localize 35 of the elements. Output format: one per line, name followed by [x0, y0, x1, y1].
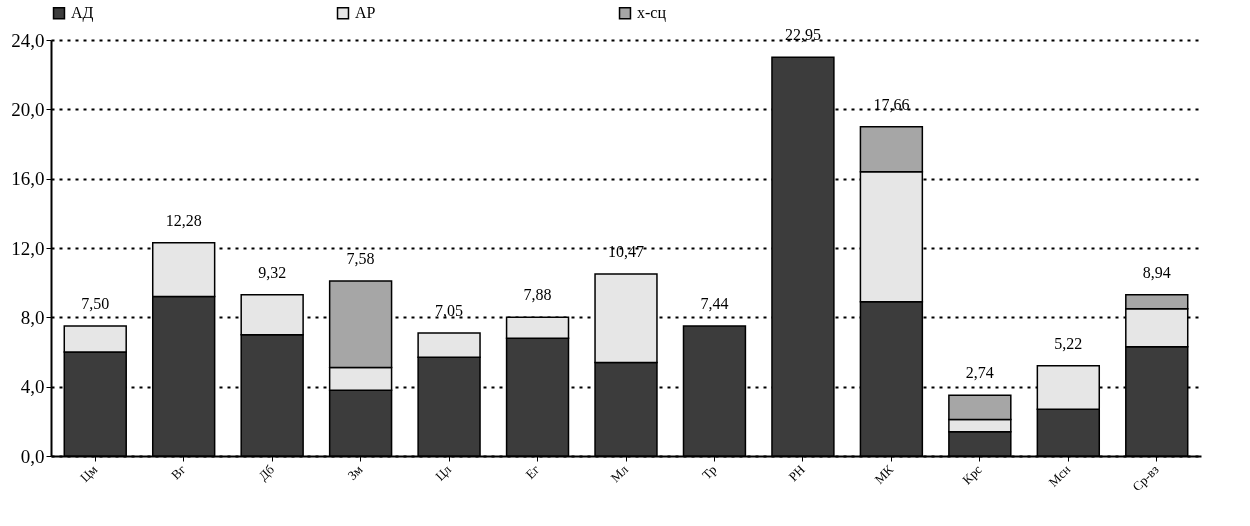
y-tick-label: 16,0 — [11, 168, 45, 190]
x-tick-label: Ег — [522, 461, 543, 482]
annotation: 12,28 — [165, 211, 202, 229]
x-tick-label: Вг — [168, 461, 189, 483]
annotation: 7,44 — [700, 295, 729, 312]
annotation: 5,22 — [1054, 334, 1083, 352]
x-tick-label: Цм — [77, 461, 101, 485]
legend-label: АД — [71, 4, 94, 23]
annotation: 9,32 — [258, 263, 287, 281]
annotation: 8,94 — [1142, 263, 1171, 281]
x-tick-label: Тр — [698, 461, 720, 483]
annotation: 7,58 — [346, 249, 375, 267]
annotation: 2,74 — [965, 364, 994, 382]
x-tick-label: Зм — [344, 461, 366, 483]
y-tick-label: 20,0 — [11, 98, 45, 120]
annotation: 7,88 — [523, 286, 552, 304]
y-tick-label: 4,0 — [20, 376, 45, 398]
x-tick-label: МК — [871, 461, 897, 487]
x-tick-label: Мл — [607, 461, 632, 486]
annotation: 17,66 — [873, 95, 910, 113]
annotation: 7,05 — [435, 301, 464, 319]
x-tick-label: РН — [785, 461, 808, 485]
y-tick-label: 0,0 — [20, 445, 45, 467]
y-tick-label: 24,0 — [11, 29, 45, 51]
annotation: 22,95 — [784, 26, 821, 44]
y-tick-label: 8,0 — [20, 306, 45, 328]
y-tick-label: 12,0 — [11, 237, 45, 259]
annotation: 10,47 — [608, 243, 644, 260]
x-tick-label: Крс — [959, 461, 985, 488]
x-tick-label: Мсн — [1045, 461, 1074, 490]
x-tick-label: Дб — [255, 461, 278, 484]
legend-label: х-сц — [637, 4, 667, 23]
x-tick-label: Цл — [432, 461, 455, 484]
annotation: 7,50 — [81, 295, 110, 312]
legend-label: АР — [355, 4, 376, 22]
